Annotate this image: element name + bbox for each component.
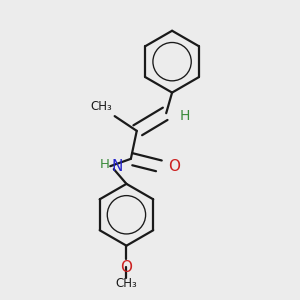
Text: O: O	[168, 159, 180, 174]
Text: CH₃: CH₃	[91, 100, 112, 113]
Text: H: H	[179, 109, 190, 122]
Text: N: N	[111, 159, 122, 174]
Text: CH₃: CH₃	[116, 278, 137, 290]
Text: O: O	[120, 260, 132, 275]
Text: H: H	[100, 158, 110, 171]
